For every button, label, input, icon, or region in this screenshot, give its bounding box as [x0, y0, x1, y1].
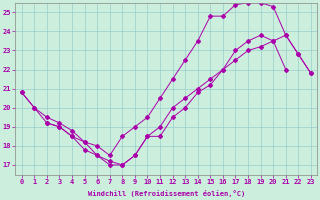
X-axis label: Windchill (Refroidissement éolien,°C): Windchill (Refroidissement éolien,°C): [88, 190, 245, 197]
